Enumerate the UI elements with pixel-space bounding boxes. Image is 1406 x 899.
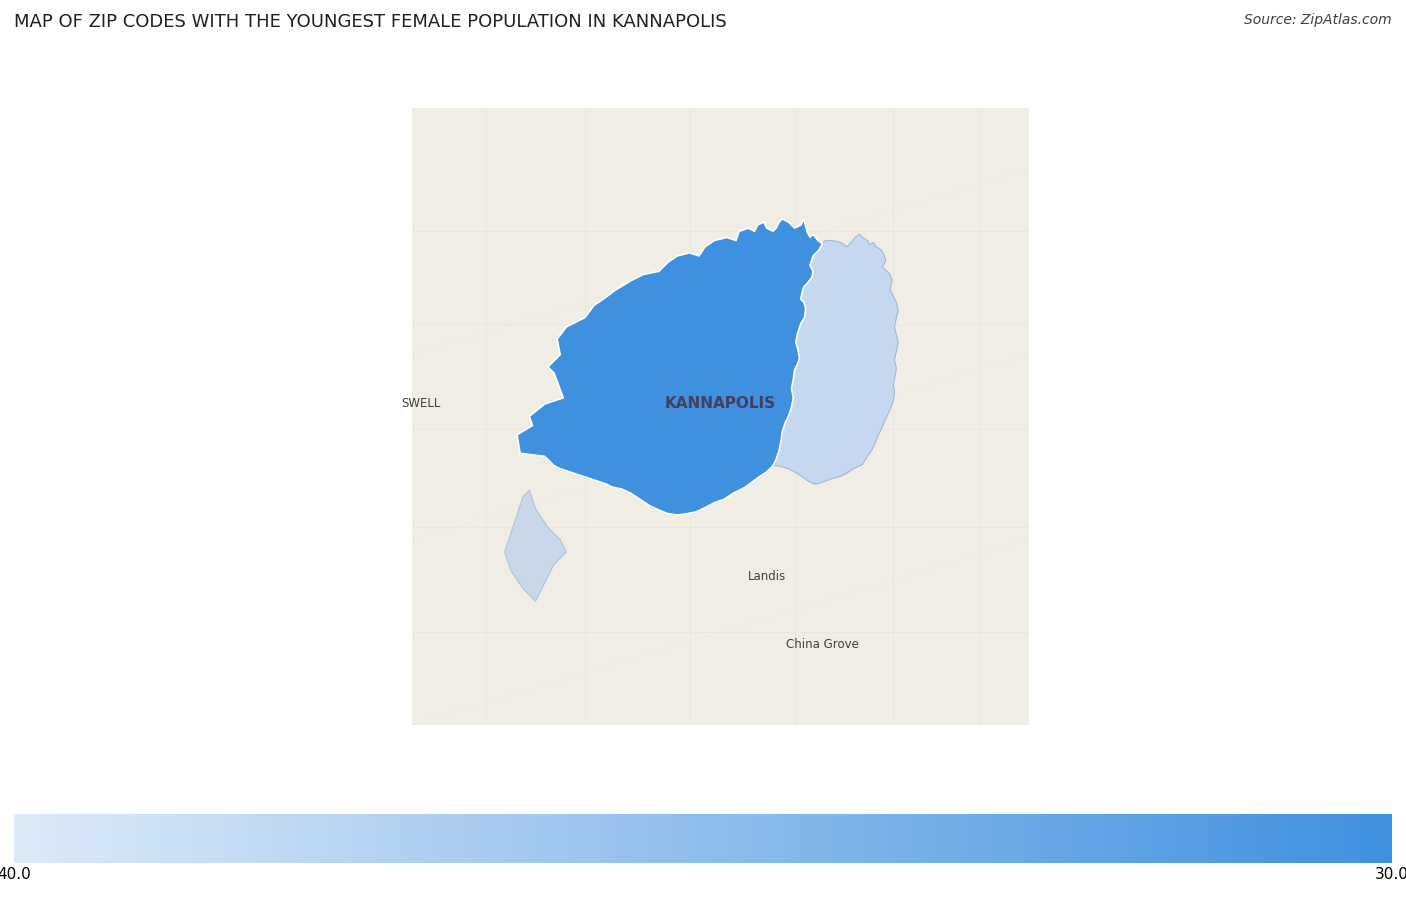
Polygon shape xyxy=(505,490,567,601)
Polygon shape xyxy=(517,219,823,515)
Text: MAP OF ZIP CODES WITH THE YOUNGEST FEMALE POPULATION IN KANNAPOLIS: MAP OF ZIP CODES WITH THE YOUNGEST FEMAL… xyxy=(14,13,727,31)
Text: Source: ZipAtlas.com: Source: ZipAtlas.com xyxy=(1244,13,1392,28)
Text: SWELL: SWELL xyxy=(402,397,441,411)
Text: KANNAPOLIS: KANNAPOLIS xyxy=(665,396,776,412)
Text: China Grove: China Grove xyxy=(786,638,859,651)
Polygon shape xyxy=(773,235,898,485)
Text: Landis: Landis xyxy=(748,570,786,583)
